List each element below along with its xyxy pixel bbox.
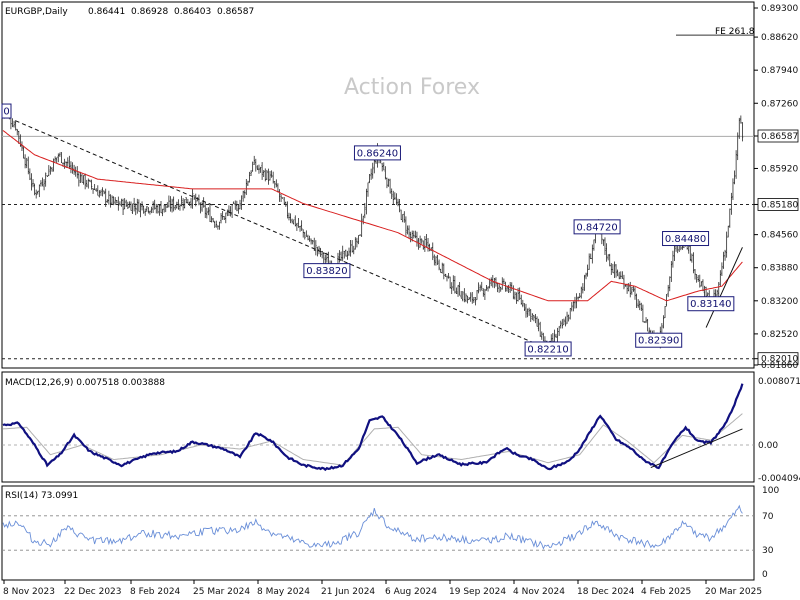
rsi-title: RSI(14) 73.0991 xyxy=(5,491,78,501)
price-header: EURGBP,Daily 0.86441 0.86928 0.86403 0.8… xyxy=(5,7,254,17)
macd-panel-frame xyxy=(1,371,755,483)
symbol-title: EURGBP,Daily xyxy=(5,7,68,17)
y-tick-label: 0.83200 xyxy=(761,297,798,307)
price-label-box xyxy=(662,231,710,247)
rsi-tick-label: 100 xyxy=(762,486,779,496)
y-tick-label: 0.89300 xyxy=(761,4,798,14)
y-tick-label: 0.86587 xyxy=(761,132,798,142)
trendline xyxy=(705,247,743,328)
macd-tick-label: 0.00 xyxy=(758,441,778,451)
price-label-box xyxy=(1,103,12,119)
x-tick-label: 19 Sep 2024 xyxy=(449,587,506,597)
x-tick-label: 22 Dec 2023 xyxy=(64,587,122,597)
rsi-tick-label: 0 xyxy=(762,570,768,580)
y-tick-label: 0.82520 xyxy=(761,330,798,340)
macd-layer xyxy=(2,383,754,472)
price-tag-box xyxy=(757,352,799,366)
macd-title: MACD(12,26,9) 0.007518 0.003888 xyxy=(5,378,165,388)
y-tick-label: 0.85920 xyxy=(761,164,798,174)
price-label-text: 0.83140 xyxy=(690,299,731,310)
price-label: 0.84480 xyxy=(662,231,710,247)
rsi-layer xyxy=(2,504,754,551)
price-label: 0 xyxy=(1,103,12,119)
macd-line xyxy=(2,383,744,472)
x-tick-label: 20 Mar 2025 xyxy=(705,587,762,597)
y-tick-label: 0.82010 xyxy=(761,355,798,365)
axis-layer: 0.89300 0.88620 0.87940 0.87260 0.86587 0.859… xyxy=(3,4,800,597)
price-label: 0.82390 xyxy=(635,332,683,348)
price-tag-box xyxy=(757,198,799,211)
price-tag-box xyxy=(757,129,799,143)
ohlc-close: 0.86587 xyxy=(217,7,254,17)
macd-tick-label: 0.008071 xyxy=(758,377,800,387)
trendline xyxy=(15,120,549,350)
macd-signal-line xyxy=(2,413,743,466)
fe-label: FE 261.8 xyxy=(715,27,755,37)
x-tick-label: 8 Feb 2024 xyxy=(130,587,181,597)
rsi-tick-label: 30 xyxy=(762,546,774,556)
ohlc-low: 0.86403 xyxy=(174,7,211,17)
x-tick-label: 25 Mar 2024 xyxy=(193,587,250,597)
y-tick-label: 0.83880 xyxy=(761,264,798,274)
rsi-line xyxy=(2,504,743,550)
x-tick-label: 6 Aug 2024 xyxy=(385,587,437,597)
ohlc-open: 0.86441 xyxy=(88,7,125,17)
x-tick-label: 4 Feb 2025 xyxy=(641,587,691,597)
price-label-box xyxy=(524,341,572,357)
price-label-text: 0 xyxy=(3,107,9,118)
price-label-text: 0.83820 xyxy=(306,266,347,277)
price-label-box xyxy=(303,263,351,279)
ohlc-high: 0.86928 xyxy=(131,7,168,17)
price-layer: 0 0.86240 0.83820 0.84720 0.84480 0.83140 0.82… xyxy=(1,34,754,360)
y-tick-label: 0.87940 xyxy=(761,66,798,76)
y-tick-label: 0.84560 xyxy=(761,231,798,241)
price-label-text: 0.82390 xyxy=(638,336,679,347)
y-tick-label: 0.81860 xyxy=(761,361,798,371)
price-label: 0.83140 xyxy=(687,296,735,312)
x-tick-label: 21 Jun 2024 xyxy=(321,587,375,597)
macd-tick-label: -0.004094 xyxy=(758,474,800,484)
price-label-box xyxy=(687,296,735,312)
x-tick-label: 18 Dec 2024 xyxy=(577,587,635,597)
price-label-text: 0.82210 xyxy=(527,344,568,355)
x-tick-label: 8 May 2024 xyxy=(257,587,310,597)
price-label-box xyxy=(635,332,683,348)
price-label-text: 0.86240 xyxy=(357,148,398,159)
price-label: 0.86240 xyxy=(353,145,401,161)
price-panel-frame xyxy=(1,1,755,369)
x-tick-label: 4 Nov 2024 xyxy=(513,587,565,597)
y-tick-label: 0.85180 xyxy=(761,200,798,210)
price-label: 0.84720 xyxy=(573,219,621,235)
ema-line xyxy=(2,130,743,302)
x-tick-label: 8 Nov 2023 xyxy=(3,587,55,597)
rsi-tick-label: 70 xyxy=(762,512,774,522)
rsi-panel-frame xyxy=(1,485,755,581)
price-label-text: 0.84720 xyxy=(576,222,617,233)
watermark: Action Forex xyxy=(344,75,480,100)
price-label: 0.83820 xyxy=(303,263,351,279)
price-label-box xyxy=(353,145,401,161)
price-label-text: 0.84480 xyxy=(665,234,706,245)
y-tick-label: 0.88620 xyxy=(761,33,798,43)
price-label: 0.82210 xyxy=(524,341,572,357)
price-label-box xyxy=(573,219,621,235)
macd-trendline xyxy=(650,428,743,469)
y-tick-label: 0.87260 xyxy=(761,99,798,109)
